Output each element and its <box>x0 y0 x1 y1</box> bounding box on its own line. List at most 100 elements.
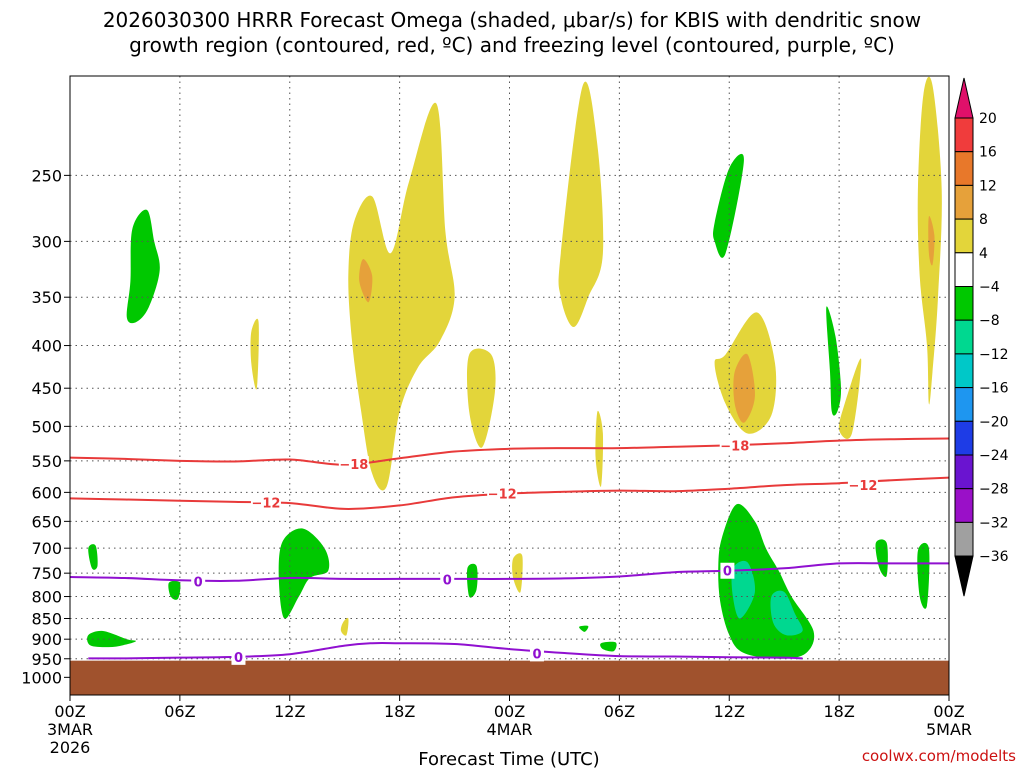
contour-label-zero-upper-1: 0 <box>443 573 452 588</box>
contour-label-minus-12-1: −12 <box>488 488 517 503</box>
omega-region-27 <box>917 542 930 609</box>
y-tick-label-700: 700 <box>31 539 62 558</box>
colorbar-label-13: −36 <box>979 549 1009 565</box>
omega-region-16 <box>168 580 181 600</box>
omega-region-24 <box>770 590 803 636</box>
x-tick-label-4: 00Z <box>494 702 525 721</box>
y-tick-label-500: 500 <box>31 417 62 436</box>
colorbar-bin-4 <box>954 252 974 288</box>
contour-label-bg-zero-upper-2 <box>720 562 735 579</box>
grid-lines <box>70 76 949 695</box>
chart-title-line1: 2026030300 HRRR Forecast Omega (shaded, … <box>102 8 922 32</box>
chart-title-line2: growth region (contoured, red, ºC) and f… <box>129 33 895 57</box>
contour-label-bg-minus-18-1 <box>719 437 750 454</box>
contour-label-bg-zero-upper-0 <box>191 573 206 590</box>
contour-label-minus-18-1: −18 <box>720 439 749 454</box>
omega-region-2 <box>250 318 259 390</box>
omega-region-23 <box>731 560 756 619</box>
omega-region-13 <box>126 209 160 324</box>
colorbar-label-10: −24 <box>979 448 1009 464</box>
y-tick-label-1000: 1000 <box>21 668 62 687</box>
omega-region-12 <box>928 215 935 266</box>
y-tick-label-450: 450 <box>31 379 62 398</box>
colorbar-bin-3 <box>954 218 974 254</box>
omega-region-7 <box>340 617 349 636</box>
colorbar-bin-10 <box>954 454 974 490</box>
omega-region-17 <box>87 630 136 648</box>
omega-region-4 <box>558 81 604 327</box>
colorbar-bin-8 <box>954 387 974 422</box>
x-tick-sublabel-4: 4MAR <box>486 720 532 739</box>
omega-region-6 <box>512 553 523 593</box>
contour-minus-18 <box>70 437 949 466</box>
colorbar-bin-9 <box>954 420 974 456</box>
contour-label-zero-lower-0: 0 <box>234 651 243 666</box>
x-tick-sublabel-0: 3MAR <box>47 720 93 739</box>
y-tick-label-300: 300 <box>31 232 62 251</box>
contour-label-minus-18-0: −18 <box>339 458 368 473</box>
colorbar-bin-5 <box>954 286 974 321</box>
omega-region-9 <box>733 353 755 423</box>
colorbar-label-11: −28 <box>979 482 1009 498</box>
x-axis-title: Forecast Time (UTC) <box>418 749 599 768</box>
credit-text: coolwx.com/modelts <box>862 747 1016 765</box>
y-tick-label-350: 350 <box>31 288 62 307</box>
colorbar-label-0: 20 <box>979 111 997 127</box>
contour-label-zero-upper-2: 0 <box>723 565 732 580</box>
y-tick-label-900: 900 <box>31 630 62 649</box>
omega-region-15 <box>88 544 98 570</box>
contour-label-bg-zero-upper-1 <box>440 571 455 588</box>
contour-label-minus-12-2: −12 <box>848 479 877 494</box>
y-tick-label-650: 650 <box>31 512 62 531</box>
ground-surface <box>70 660 949 695</box>
colorbar-bin-6 <box>954 319 974 355</box>
x-tick-sublabel2-0: 2026 <box>50 738 91 757</box>
x-tick-label-0: 00Z <box>54 702 85 721</box>
contour-zero-lower <box>88 641 803 660</box>
contour-label-bg-zero-lower-0 <box>231 648 246 665</box>
colorbar-label-2: 12 <box>979 178 997 194</box>
colorbar-bin-bottom <box>954 555 974 597</box>
y-tick-label-600: 600 <box>31 483 62 502</box>
x-tick-label-7: 18Z <box>823 702 854 721</box>
contour-zero-upper <box>70 562 949 582</box>
colorbar-bin-2 <box>954 184 974 220</box>
contour-label-bg-minus-12-2 <box>847 477 878 494</box>
y-tick-label-850: 850 <box>31 609 62 628</box>
contour-label-minus-12-0: −12 <box>251 496 280 511</box>
colorbar-bin-7 <box>954 353 974 389</box>
colorbar-label-8: −16 <box>979 381 1009 397</box>
y-tick-label-950: 950 <box>31 650 62 669</box>
contour-label-zero-lower-1: 0 <box>532 647 541 662</box>
x-tick-sublabel-8: 5MAR <box>926 720 972 739</box>
colorbar-label-9: −20 <box>979 414 1009 430</box>
x-tick-label-1: 06Z <box>164 702 195 721</box>
colorbar-label-7: −12 <box>979 347 1009 363</box>
y-tick-label-250: 250 <box>31 166 62 185</box>
y-tick-label-550: 550 <box>31 452 62 471</box>
omega-region-0 <box>348 102 455 491</box>
colorbar-label-12: −32 <box>979 515 1009 531</box>
contour-label-bg-minus-12-1 <box>487 485 518 502</box>
x-tick-label-2: 12Z <box>274 702 305 721</box>
omega-region-26 <box>875 539 888 577</box>
y-tick-label-800: 800 <box>31 588 62 607</box>
x-tick-label-8: 00Z <box>933 702 964 721</box>
contour-lines: −18 −18 −12 −12 −12 0 0 0 0 0 <box>70 437 949 666</box>
x-tick-label-6: 12Z <box>714 702 745 721</box>
y-tick-label-750: 750 <box>31 564 62 583</box>
x-tick-label-3: 18Z <box>384 702 415 721</box>
colorbar-bin-top <box>954 77 974 119</box>
y-tick-label-400: 400 <box>31 337 62 356</box>
omega-shading <box>87 76 942 659</box>
contour-label-zero-upper-0: 0 <box>194 575 203 590</box>
omega-region-21 <box>713 153 744 258</box>
omega-region-3 <box>466 348 496 448</box>
colorbar-label-1: 16 <box>979 145 997 161</box>
colorbar-bin-1 <box>954 151 974 186</box>
omega-region-18 <box>466 563 478 598</box>
colorbar: 20 16 12 8 4 −4 −8 −12 −16 −20 −24 −28 −32 −36 <box>954 77 1009 597</box>
omega-region-1 <box>359 259 373 303</box>
